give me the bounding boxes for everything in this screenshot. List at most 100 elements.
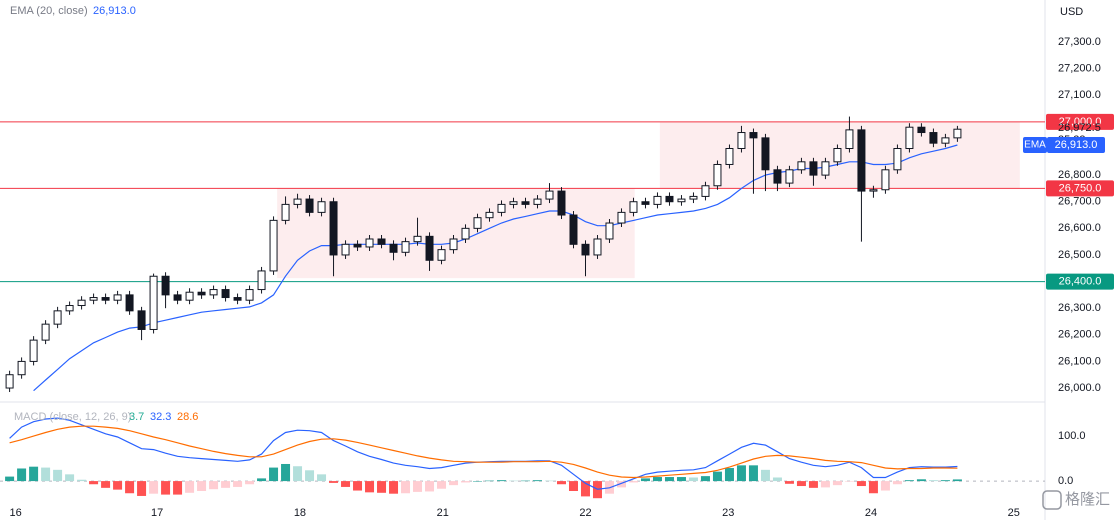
histogram-bar xyxy=(772,477,782,482)
y-tick-label: 26,100.0 xyxy=(1058,355,1101,367)
candle-down xyxy=(425,235,434,261)
candle-up xyxy=(893,148,902,171)
histogram-bar xyxy=(736,465,746,482)
candle-down xyxy=(569,214,578,245)
candle-up xyxy=(593,238,602,256)
macd-hist-value: 3.7 xyxy=(129,411,144,423)
level-tag xyxy=(1046,273,1114,290)
histogram-bar xyxy=(125,481,135,494)
candle-up xyxy=(737,132,746,150)
histogram-bar xyxy=(616,481,626,488)
candle-down xyxy=(761,137,770,171)
candle-down xyxy=(197,291,206,296)
histogram-bar xyxy=(580,481,590,497)
x-tick-label: 18 xyxy=(294,507,306,519)
histogram-bar xyxy=(293,466,303,482)
histogram-bar xyxy=(556,481,566,485)
histogram-bar xyxy=(748,465,758,482)
histogram-bar xyxy=(532,480,542,482)
candle-down xyxy=(125,294,134,312)
histogram-bar xyxy=(724,468,734,482)
histogram-bar xyxy=(700,476,710,482)
candle-up xyxy=(617,211,626,224)
candle-up xyxy=(785,169,794,184)
histogram-bar xyxy=(209,481,219,490)
histogram-bar xyxy=(640,478,650,482)
currency-label: USD xyxy=(1060,6,1083,18)
x-tick-label: 16 xyxy=(9,507,21,519)
histogram-bar xyxy=(568,481,578,491)
histogram-bar xyxy=(820,481,830,488)
candle-up xyxy=(41,323,50,341)
candle-down xyxy=(137,310,146,330)
candle-up xyxy=(509,201,518,205)
x-tick-label: 25 xyxy=(1008,507,1020,519)
candle-up xyxy=(605,222,614,240)
ema-legend: EMA (20, close) xyxy=(10,5,88,17)
histogram-bar xyxy=(760,469,770,482)
candle-down xyxy=(665,195,674,203)
candle-up xyxy=(113,294,122,301)
y-tick-label: 26,200.0 xyxy=(1058,329,1101,341)
candle-up xyxy=(89,297,98,301)
histogram-bar xyxy=(305,470,315,482)
y-tick-label: 27,200.0 xyxy=(1058,63,1101,75)
histogram-bar xyxy=(269,467,279,482)
histogram-bar xyxy=(808,481,818,488)
histogram-bar xyxy=(928,480,938,482)
level-tag xyxy=(1046,180,1114,197)
ema-tag-name-box xyxy=(1023,137,1047,154)
watermark: 格隆汇 xyxy=(1042,490,1110,510)
candle-up xyxy=(317,201,326,213)
candle-up xyxy=(653,195,662,205)
histogram-bar xyxy=(89,481,99,485)
candle-up xyxy=(953,128,962,139)
plot-layer: 26,000.0 26,100.0 26,200.0 26,300.0 26,500.0… xyxy=(0,36,1114,519)
histogram-bar xyxy=(425,481,435,492)
macd-legend: MACD (close, 12, 26, 9) xyxy=(14,411,131,423)
candle-up xyxy=(437,249,446,261)
candle-down xyxy=(161,275,170,296)
candle-up xyxy=(485,211,494,219)
histogram-bar xyxy=(676,477,686,482)
candle-up xyxy=(17,360,26,376)
level-tag-label: 26,400.0 xyxy=(1059,275,1102,287)
candle-up xyxy=(941,137,950,144)
y-tick-label: 27,300.0 xyxy=(1058,36,1101,48)
candle-down xyxy=(329,201,338,256)
histogram-bar xyxy=(197,481,207,491)
y-tick-label: 26,300.0 xyxy=(1058,302,1101,314)
candle-up xyxy=(629,201,638,213)
candle-down xyxy=(389,243,398,253)
level-tag-label: 27,000.0 xyxy=(1059,116,1102,128)
x-tick-label: 23 xyxy=(722,507,734,519)
candle-up xyxy=(869,189,878,192)
candle-up xyxy=(845,129,854,150)
histogram-bar xyxy=(257,478,267,482)
x-tick-label: 21 xyxy=(437,507,449,519)
histogram-bar xyxy=(29,466,39,482)
ema-tag xyxy=(1047,137,1105,154)
watermark-text: 格隆汇 xyxy=(1065,491,1110,508)
macd-value: 32.3 xyxy=(150,411,171,423)
histogram-bar xyxy=(652,477,662,482)
candle-up xyxy=(53,310,62,325)
y-tick-label: 0.0 xyxy=(1058,475,1073,487)
candle-down xyxy=(557,190,566,216)
candle-up xyxy=(293,198,302,205)
candle-up xyxy=(473,217,482,229)
candle-down xyxy=(521,201,530,205)
histogram-bar xyxy=(856,481,866,487)
candle-up xyxy=(725,148,734,165)
candle-down xyxy=(377,238,386,245)
candle-up xyxy=(701,185,710,197)
histogram-bar xyxy=(245,481,255,485)
histogram-bar xyxy=(544,480,554,482)
histogram-bar xyxy=(101,481,111,488)
histogram-bar xyxy=(281,463,291,482)
histogram-bar xyxy=(137,481,147,496)
x-tick-label: 22 xyxy=(579,507,591,519)
histogram-bar xyxy=(952,479,962,482)
y-tick-label: 26,000.0 xyxy=(1058,382,1101,394)
histogram-bar xyxy=(401,481,411,494)
